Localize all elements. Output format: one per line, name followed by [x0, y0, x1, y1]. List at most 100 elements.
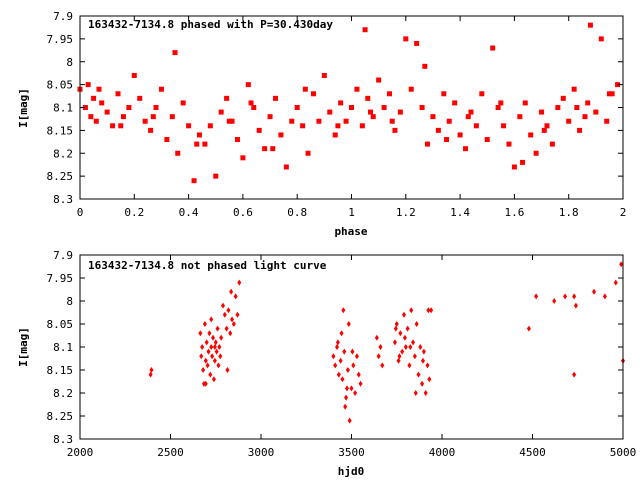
- unphased-data-point: [534, 293, 539, 300]
- unphased-data-point: [209, 316, 214, 323]
- unphased-data-point: [396, 357, 401, 364]
- phased-data-point: [430, 114, 436, 120]
- phased-data-point: [479, 91, 485, 97]
- phased-data-point: [566, 118, 572, 124]
- unphased-data-point: [392, 339, 397, 346]
- phased-data-point: [457, 132, 463, 138]
- phased-data-point: [549, 141, 555, 147]
- unphased-y-tick-label: 8.1: [53, 341, 73, 354]
- unphased-data-point: [341, 307, 346, 314]
- unphased-data-point: [356, 371, 361, 378]
- phased-data-point: [126, 105, 132, 110]
- unphased-data-point: [411, 339, 416, 346]
- phased-data-point: [196, 132, 202, 138]
- unphased-data-point: [205, 362, 210, 369]
- unphased-data-point: [203, 357, 208, 364]
- unphased-data-point: [398, 330, 403, 337]
- phased-data-point: [321, 72, 327, 78]
- phased-data-point: [85, 82, 91, 88]
- phased-data-point: [349, 105, 354, 110]
- phased-data-point: [158, 86, 164, 92]
- phased-data-point: [571, 86, 577, 92]
- unphased-y-tick-label: 8.3: [53, 433, 73, 446]
- phased-x-tick-label: 0.8: [287, 206, 307, 219]
- phased-data-point: [148, 127, 154, 133]
- unphased-data-point: [350, 348, 355, 355]
- phased-data-point: [245, 82, 251, 88]
- phased-axis-ticks: 0 0.2 0.4 0.6 0.8 1 1.2 1.4 1.6 1.8 2 7.9 7.95 8 8.05 8…: [47, 10, 627, 219]
- phased-data-point: [278, 132, 284, 138]
- phased-data-point: [446, 118, 452, 124]
- unphased-data-point: [229, 288, 234, 295]
- phased-data-point: [539, 109, 545, 115]
- phased-data-point: [153, 105, 159, 110]
- unphased-data-points: [148, 261, 625, 424]
- unphased-data-point: [217, 344, 222, 350]
- phased-y-tick-label: 7.9: [53, 10, 73, 23]
- phased-data-point: [226, 118, 232, 124]
- phased-x-tick-label: 0.6: [233, 206, 253, 219]
- unphased-data-point: [228, 330, 233, 337]
- phased-data-point: [441, 91, 447, 97]
- phased-data-point: [248, 100, 254, 106]
- phased-data-point: [495, 105, 501, 110]
- phased-x-tick-label: 0: [77, 206, 84, 219]
- phased-data-points: [77, 22, 621, 184]
- phased-data-point: [207, 123, 213, 129]
- phased-data-point: [574, 105, 580, 110]
- unphased-data-point: [214, 348, 219, 355]
- phased-data-point: [593, 109, 599, 115]
- phased-data-point: [267, 114, 273, 120]
- phased-x-tick-label: 1.4: [450, 206, 470, 219]
- phased-data-point: [604, 118, 610, 124]
- phased-chart-title: 163432-7134.8 phased with P=30.430day: [88, 18, 333, 31]
- phased-data-point: [585, 100, 591, 106]
- unphased-data-point: [209, 344, 214, 350]
- phased-data-point: [362, 27, 368, 33]
- phased-data-point: [150, 114, 156, 120]
- phased-data-point: [316, 118, 322, 124]
- phased-plot-frame: [79, 15, 624, 200]
- unphased-y-tick-label: 8.2: [53, 387, 73, 400]
- unphased-data-point: [572, 371, 577, 378]
- phased-data-point: [368, 109, 374, 115]
- unphased-data-point: [216, 362, 221, 369]
- unphased-data-point: [203, 380, 208, 387]
- phased-data-point: [104, 109, 110, 115]
- unphased-y-tick-label: 7.9: [53, 249, 73, 262]
- unphased-data-point: [344, 394, 349, 401]
- phased-data-point: [490, 45, 496, 51]
- unphased-data-point: [400, 348, 405, 355]
- phased-data-point: [270, 146, 276, 152]
- phased-data-point: [93, 118, 99, 124]
- unphased-data-point: [378, 344, 383, 350]
- phased-y-tick-label: 8.3: [53, 193, 73, 206]
- unphased-data-point: [233, 293, 238, 300]
- unphased-data-point: [349, 385, 354, 392]
- unphased-data-point: [345, 367, 350, 373]
- phased-data-point: [587, 22, 593, 28]
- phased-data-point: [403, 36, 409, 42]
- unphased-data-point: [211, 376, 216, 383]
- unphased-data-point: [342, 348, 347, 355]
- unphased-data-point: [619, 261, 624, 268]
- phased-data-point: [544, 123, 550, 129]
- phased-data-point: [419, 105, 425, 110]
- phased-data-point: [387, 91, 393, 97]
- unphased-data-point: [563, 293, 568, 300]
- unphased-data-point: [421, 348, 426, 355]
- phased-data-point: [511, 164, 517, 170]
- phased-data-point: [180, 100, 186, 106]
- unphased-data-point: [198, 330, 203, 337]
- unphased-data-point: [394, 321, 399, 327]
- unphased-data-point: [237, 279, 242, 286]
- phased-data-point: [517, 114, 523, 120]
- phased-data-point: [240, 155, 246, 161]
- phased-data-point: [354, 86, 360, 92]
- unphased-chart-title: 163432-7134.8 not phased light curve: [88, 259, 327, 272]
- unphased-data-point: [149, 367, 154, 373]
- phased-data-point: [473, 123, 479, 129]
- phased-data-point: [262, 146, 268, 152]
- phased-light-curve-chart: 0 0.2 0.4 0.6 0.8 1 1.2 1.4 1.6 1.8 2 7.9 7.95 8 8.05 8…: [17, 10, 626, 238]
